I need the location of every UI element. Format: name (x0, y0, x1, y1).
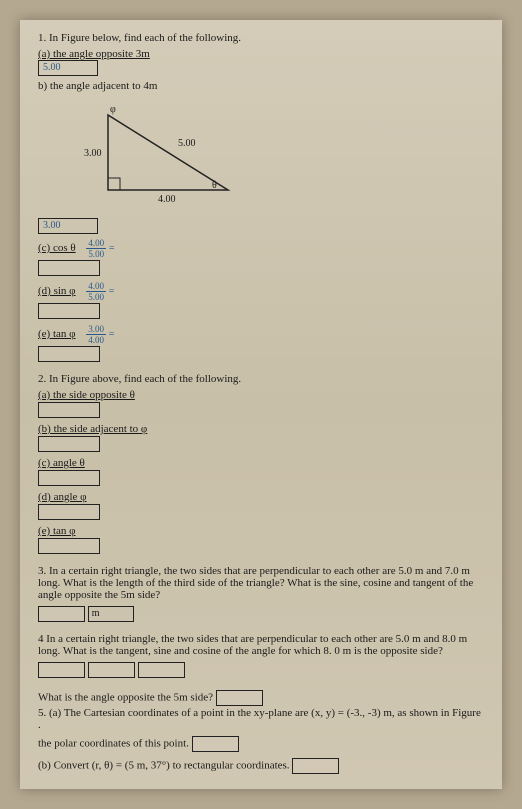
q2c-answer-box[interactable] (38, 470, 100, 486)
q5b-text: (b) Convert (r, θ) = (5 m, 37°) to recta… (38, 760, 290, 772)
q1c-answer-box[interactable] (38, 260, 100, 276)
q1c-equals: = (109, 243, 115, 254)
q2b-answer-box[interactable] (38, 436, 100, 452)
q5a-text: 5. (a) The Cartesian coordinates of a po… (38, 707, 484, 731)
q1-header: 1. In Figure below, find each of the fol… (38, 32, 484, 44)
q1d-label: (d) sin φ (38, 285, 76, 297)
q3-text: 3. In a certain right triangle, the two … (38, 565, 484, 601)
tri-top-angle: φ (110, 104, 116, 115)
q1e-label: (e) tan φ (38, 328, 76, 340)
q5-polar-text: the polar coordinates of this point. (38, 738, 189, 750)
q2e-answer-box[interactable] (38, 538, 100, 554)
q1d-equals: = (109, 286, 115, 297)
q1c-fraction: 4.00 5.00 (86, 238, 106, 259)
q5-pre-text: What is the angle opposite the 5m side? (38, 692, 213, 704)
q2a-label: (a) the side opposite θ (38, 389, 135, 401)
q2d-label: (d) angle φ (38, 491, 87, 503)
q2-header: 2. In Figure above, find each of the fol… (38, 373, 484, 385)
q2e-label: (e) tan φ (38, 525, 76, 537)
q2a-answer-box[interactable] (38, 402, 100, 418)
q1-bottom-answer-box[interactable]: 3.00 (38, 218, 98, 234)
q1d-answer-box[interactable] (38, 303, 100, 319)
q5-pre-answer-box[interactable] (216, 690, 263, 706)
q1e-equals: = (109, 329, 115, 340)
q5-polar-answer-box[interactable] (192, 736, 239, 752)
q4-answer-box-1[interactable] (38, 662, 85, 678)
q1e-answer-box[interactable] (38, 346, 100, 362)
tri-hypotenuse: 5.00 (178, 138, 196, 149)
q3-answer-box[interactable] (38, 606, 85, 622)
q1e-fraction: 3.00 4.00 (86, 324, 106, 345)
q1a-label: (a) the angle opposite 3m (38, 48, 150, 60)
q2c-label: (c) angle θ (38, 457, 85, 469)
q4-answer-box-3[interactable] (138, 662, 185, 678)
worksheet-page: 1. In Figure below, find each of the fol… (20, 20, 502, 789)
triangle-svg (78, 100, 278, 210)
q1d-fraction: 4.00 5.00 (86, 281, 106, 302)
triangle-figure: φ 3.00 5.00 4.00 θ (78, 100, 278, 210)
q4-answer-box-2[interactable] (88, 662, 135, 678)
q3-m-label: m (88, 606, 134, 622)
q5b-answer-box[interactable] (292, 758, 339, 774)
tri-left-side: 3.00 (84, 148, 102, 159)
tri-bottom-side: 4.00 (158, 194, 176, 205)
q2d-answer-box[interactable] (38, 504, 100, 520)
q1b-label: b) the angle adjacent to 4m (38, 80, 157, 92)
q1c-label: (c) cos θ (38, 242, 76, 254)
q2b-label: (b) the side adjacent to φ (38, 423, 147, 435)
q4-text: 4 In a certain right triangle, the two s… (38, 633, 484, 657)
q1a-answer-box[interactable]: 5.00 (38, 60, 98, 76)
tri-bottom-angle: θ (212, 180, 217, 191)
